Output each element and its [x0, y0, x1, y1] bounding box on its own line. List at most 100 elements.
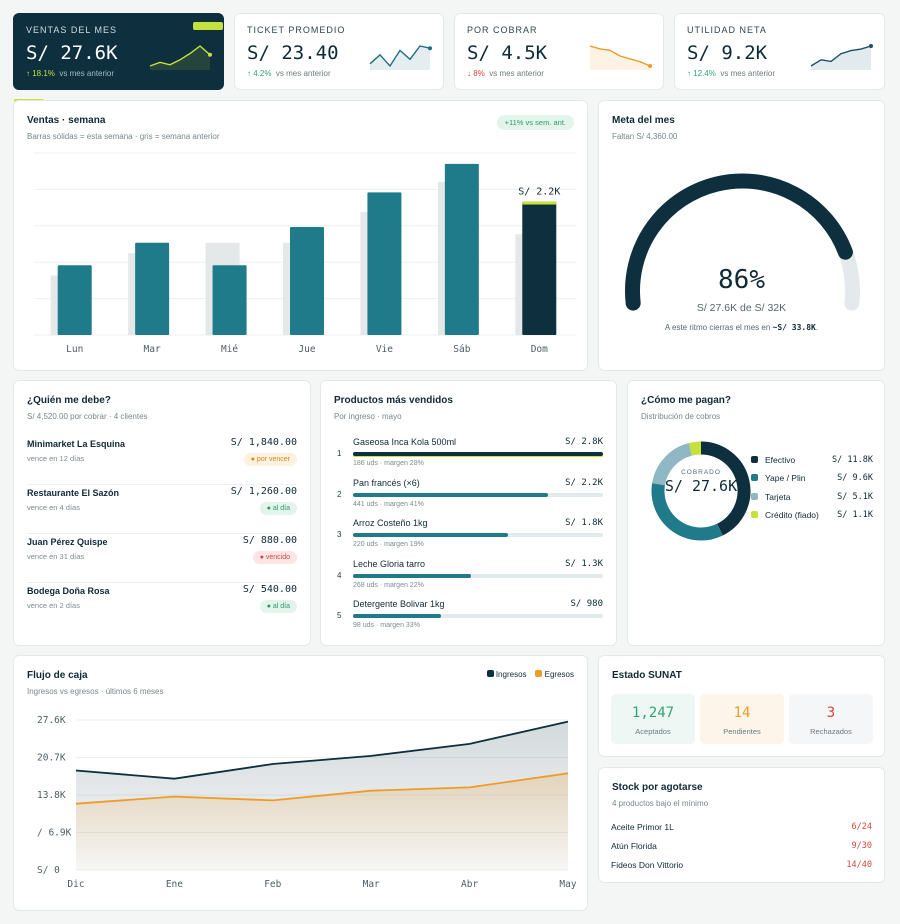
debtor-row[interactable]: Restaurante El Sazón vence en 4 días S/ …	[27, 486, 297, 534]
card-subtitle: Faltan S/ 4,360.00	[612, 132, 678, 141]
kpi-value: S/ 27.6K	[26, 42, 118, 64]
sparkline-line	[149, 45, 211, 67]
x-tick-label: Ene	[166, 879, 183, 890]
product-value: S/ 1.3K	[565, 558, 603, 569]
bar-highlight-label: S/ 2.2K	[518, 187, 560, 198]
donut-center-label: COBRADO	[681, 469, 721, 476]
product-meta: 268 uds · margen 22%	[353, 581, 424, 589]
donut-slice	[652, 443, 693, 486]
debtors-card: ¿Quién me debe? S/ 4,520.00 por cobrar ·…	[13, 380, 311, 646]
products-card: Productos más vendidos Por ingreso · may…	[320, 380, 617, 646]
weekly-badge: +11% vs sem. ant.	[496, 115, 574, 130]
legend-label-egresos: Egresos	[544, 670, 574, 679]
legend-swatch	[751, 492, 758, 500]
card-title: ¿Quién me debe?	[27, 395, 111, 406]
kpi-label: TICKET PROMEDIO	[247, 25, 346, 35]
card-title: Flujo de caja	[27, 670, 88, 681]
debtor-row[interactable]: Bodega Doña Rosa vence en 2 días S/ 540.…	[27, 584, 297, 632]
product-meta: 441 uds · margen 41%	[353, 500, 424, 508]
bar-this-week	[212, 265, 247, 335]
y-tick-label: 20.7K	[37, 753, 66, 764]
sunat-rejected[interactable]: 3 Rechazados	[789, 694, 873, 744]
debtor-row[interactable]: Juan Pérez Quispe vence en 31 días S/ 88…	[27, 535, 297, 583]
kpi-value: S/ 4.5K	[467, 42, 548, 64]
kpi-card-por-cobrar[interactable]: POR COBRAR S/ 4.5K ↓ 8% vs mes anterior	[454, 13, 664, 90]
stock-row[interactable]: Fideos Don Vittorio 14/40	[611, 860, 872, 870]
sunat-card: Estado SUNAT 1,247 Aceptados 14 Pendient…	[598, 655, 885, 757]
legend-label-ingresos: Ingresos	[495, 670, 527, 679]
debtor-row[interactable]: Minimarket La Esquina vence en 12 días S…	[27, 437, 297, 485]
weekly-sales-card: Ventas · semana Barras sólidas = esta se…	[13, 100, 588, 371]
sparkline-dot	[208, 52, 212, 57]
card-title: Productos más vendidos	[334, 395, 453, 406]
donut-slice	[688, 441, 702, 456]
product-row[interactable]: 4 Leche Gloria tarro S/ 1.3K 268 uds · marg…	[334, 559, 603, 599]
kpi-value: S/ 23.40	[247, 42, 339, 64]
kpi-value: S/ 9.2K	[687, 42, 768, 64]
product-row[interactable]: 1 Gaseosa Inca Kola 500ml S/ 2.8K 186 uds ·…	[334, 437, 603, 477]
product-value: S/ 980	[570, 599, 603, 609]
sparkline-dot	[648, 64, 652, 68]
legend-swatch-egresos	[535, 670, 543, 677]
legend-label: Tarjeta	[765, 491, 791, 502]
product-row[interactable]: 3 Arroz Costeño 1kg S/ 1.8K 220 uds · marge…	[334, 518, 603, 558]
stock-row[interactable]: Atún Florida 9/30	[611, 841, 872, 851]
product-rank: 3	[337, 530, 342, 539]
y-tick-label: / 6.9K	[37, 828, 72, 839]
status-badge: ● al día	[259, 600, 297, 613]
sparkline-line	[589, 45, 651, 67]
bar-this-week	[290, 227, 324, 335]
sunat-pending[interactable]: 14 Pendientes	[700, 694, 784, 744]
bar-this-week	[367, 192, 402, 335]
weekly-bar-chart: Lun Mar Mié Jue Vie Sáb S/ 2.2K Dom	[34, 152, 576, 355]
sunat-accepted[interactable]: 1,247 Aceptados	[611, 694, 695, 744]
product-bar-fill	[353, 452, 603, 456]
product-value: S/ 2.8K	[565, 437, 603, 447]
kpi-delta-line: ↑ 12.4% vs mes anterior	[687, 69, 776, 78]
legend-swatch-ingresos	[486, 670, 494, 677]
card-title: ¿Cómo me pagan?	[641, 395, 732, 406]
kpi-delta-line: ↓ 8% vs mes anterior	[467, 69, 544, 78]
product-bar-fill	[353, 614, 441, 618]
product-meta: 220 uds · margen 19%	[353, 541, 424, 548]
legend-value: S/ 1.1K	[837, 509, 873, 520]
stock-row[interactable]: Aceite Primor 1L 6/24	[611, 822, 872, 832]
area-egresos	[76, 773, 568, 870]
legend-label: Crédito (fiado)	[765, 509, 819, 520]
legend-swatch	[751, 474, 758, 482]
bar-this-week	[522, 201, 557, 335]
status-badge: ● vencido	[252, 551, 297, 564]
sparkline-line	[810, 45, 872, 67]
legend-swatch	[751, 456, 758, 463]
product-name: Gaseosa Inca Kola 500ml	[353, 437, 457, 447]
product-row[interactable]: 2 Pan francés (×6) S/ 2.2K 441 uds · margen…	[334, 478, 603, 518]
sparkline-dot	[869, 44, 873, 48]
card-subtitle: Por ingreso · mayo	[334, 412, 402, 421]
product-bar-track	[353, 492, 603, 497]
kpi-delta-line: ↑ 18.1% vs mes anterior	[26, 69, 115, 78]
legend-value: S/ 5.1K	[837, 491, 873, 502]
card-subtitle: Distribución de cobros	[641, 412, 721, 421]
y-tick-label: 27.6K	[37, 715, 66, 726]
kpi-card-utilidad[interactable]: UTILIDAD NETA S/ 9.2K ↑ 12.4% vs mes ant…	[674, 13, 885, 90]
product-name: Leche Gloria tarro	[353, 558, 426, 569]
kpi-label: VENTAS DEL MES	[26, 25, 118, 35]
goal-projection-value: ~S/ 33.8K	[772, 323, 816, 332]
kpi-delta-line: ↑ 4.2% vs mes anterior	[247, 69, 331, 78]
x-tick-label: Dic	[67, 879, 84, 890]
bar-this-week	[135, 242, 170, 335]
product-name: Detergente Bolivar 1kg	[353, 599, 445, 609]
product-value: S/ 1.8K	[565, 518, 603, 528]
kpi-card-ventas[interactable]: VENTAS DEL MES S/ 27.6K ↑ 18.1% vs mes a…	[13, 13, 224, 90]
product-value: S/ 2.2K	[565, 477, 603, 488]
y-tick-label: 13.8K	[37, 790, 66, 801]
card-title: Estado SUNAT	[612, 670, 682, 681]
cashflow-area-chart: S/ 0 / 6.9K 13.8K 20.7K 27.6K Dic Ene Feb Mar Abr…	[37, 715, 577, 890]
legend-swatch	[751, 510, 758, 518]
payment-legend-item: Tarjeta S/ 5.1K	[751, 491, 873, 505]
kpi-delta: ↑ 12.4%	[687, 69, 716, 78]
kpi-card-ticket[interactable]: TICKET PROMEDIO S/ 23.40 ↑ 4.2% vs mes a…	[234, 13, 444, 90]
product-row[interactable]: 5 Detergente Bolivar 1kg S/ 980 98 uds · ma…	[334, 599, 603, 639]
x-tick-label: Sáb	[453, 344, 470, 355]
product-rank: 1	[337, 449, 342, 458]
